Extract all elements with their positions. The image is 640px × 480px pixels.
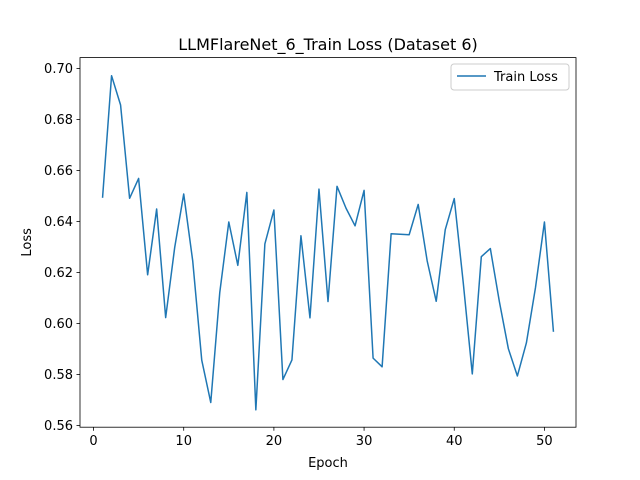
y-tick-label: 0.60 (44, 317, 73, 332)
legend-label: Train Loss (493, 70, 558, 85)
x-tick-label: 30 (356, 434, 373, 449)
legend-box (450, 63, 570, 91)
y-tick-label: 0.62 (44, 266, 73, 281)
legend: Train Loss (450, 63, 570, 91)
y-tick-label: 0.68 (44, 113, 73, 128)
y-tick-label: 0.58 (44, 368, 73, 383)
axis-ticks: 0 10 20 30 40 50 0.56 0.58 0.60 0.62 0.64 0.66 0.68 0… (44, 62, 553, 449)
x-tick-label: 10 (175, 434, 192, 449)
train-loss-line (101, 74, 555, 411)
y-axis-label: Loss (20, 228, 35, 257)
x-axis-label: Epoch (308, 456, 348, 471)
chart-title: LLMFlareNet_6_Train Loss (Dataset 6) (178, 35, 477, 55)
x-tick-label: 20 (266, 434, 283, 449)
x-tick-label: 0 (89, 434, 97, 449)
x-tick-label: 40 (446, 434, 463, 449)
y-tick-label: 0.56 (44, 419, 73, 434)
y-tick-label: 0.70 (44, 62, 73, 77)
y-tick-label: 0.66 (44, 164, 73, 179)
x-tick-label: 50 (536, 434, 553, 449)
y-tick-label: 0.64 (44, 215, 73, 230)
axes-frame (79, 57, 577, 428)
